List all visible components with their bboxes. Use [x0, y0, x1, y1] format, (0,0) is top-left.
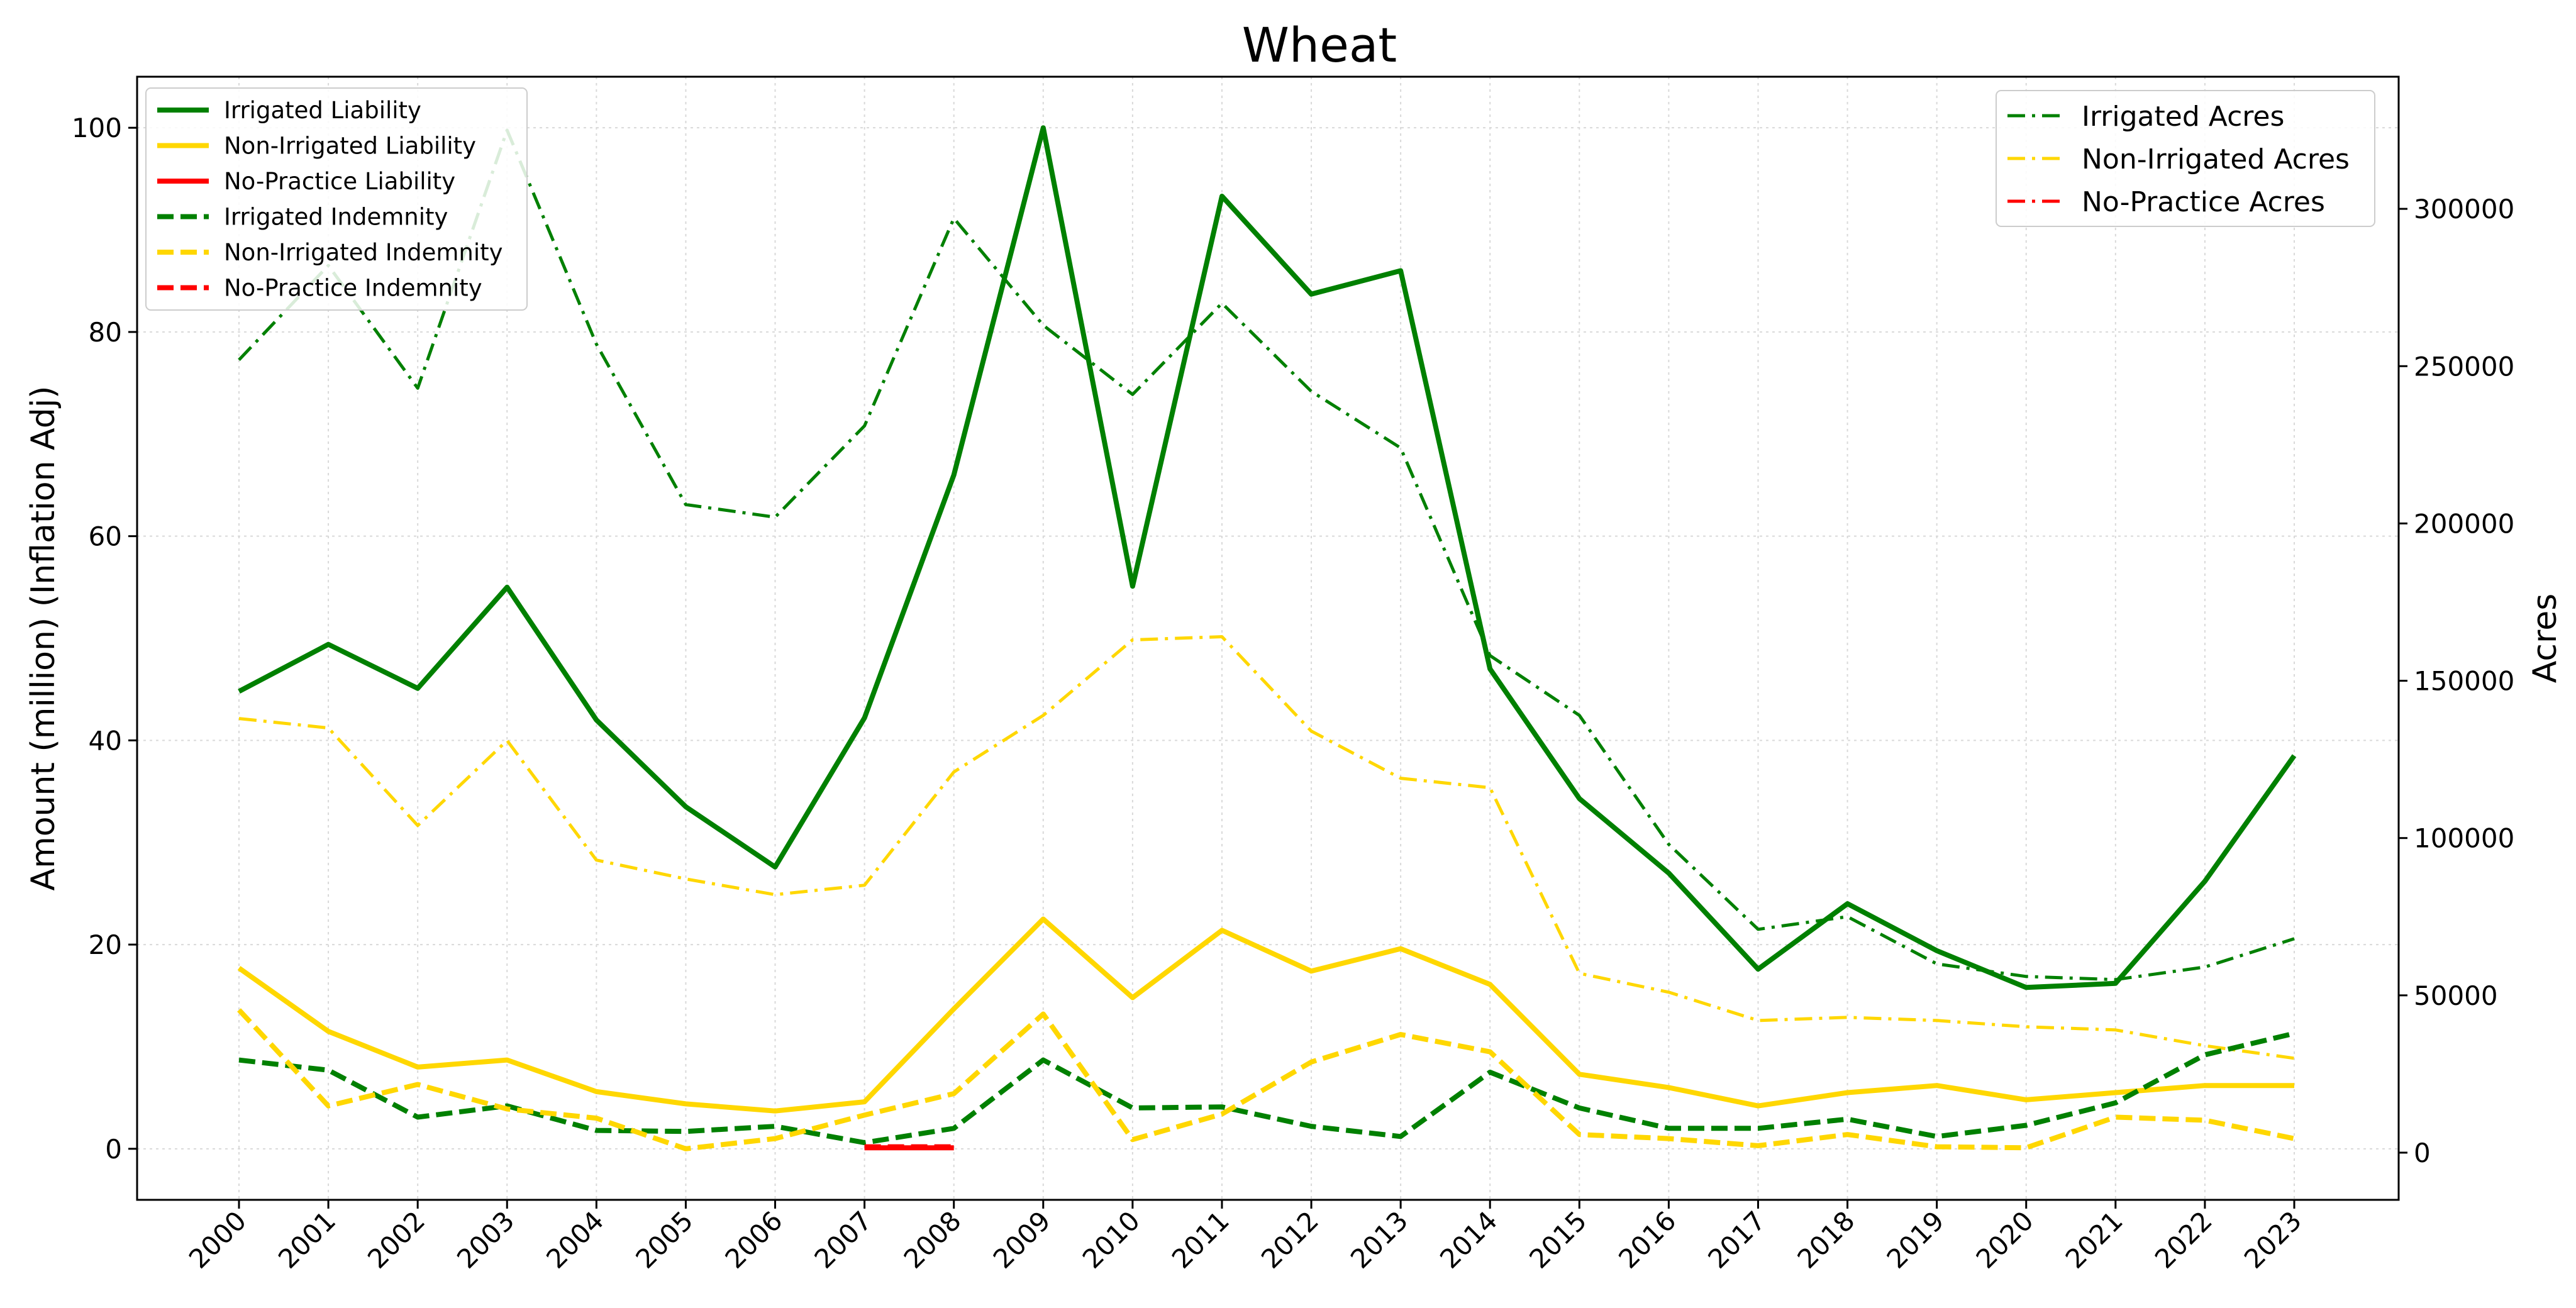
x-tick-label: 2020	[1970, 1205, 2040, 1274]
x-tick-label: 2003	[451, 1205, 520, 1274]
left-tick-label: 100	[72, 113, 122, 143]
legend-label-irrigated-acres: Irrigated Acres	[2082, 101, 2284, 133]
left-tick-label: 60	[89, 521, 122, 552]
legend-label-no-practice-acres: No-Practice Acres	[2082, 186, 2325, 218]
legend-acres: Irrigated Acres Non-Irrigated Acres No-Pra…	[1996, 90, 2375, 227]
series-line-irrigated-indemnity	[238, 1031, 2295, 1146]
right-tick-label: 150000	[2414, 666, 2514, 697]
x-tick-label: 2018	[1791, 1205, 1860, 1274]
x-tick-label: 2000	[183, 1205, 252, 1274]
legend-label-irrigated-liability: Irrigated Liability	[224, 97, 421, 124]
x-tick-label: 2009	[987, 1205, 1057, 1274]
x-tick-label: 2004	[540, 1205, 609, 1274]
legend-box	[1996, 90, 2375, 227]
x-tick-label: 2002	[362, 1205, 431, 1274]
series-line-non-irrigated-acres	[238, 635, 2295, 1060]
legend-box	[145, 87, 528, 311]
x-tick-label: 2023	[2238, 1205, 2307, 1274]
legend-label-non-irrigated-indemnity: Non-Irrigated Indemnity	[224, 239, 503, 266]
legend-label-no-practice-liability: No-Practice Liability	[224, 168, 455, 195]
legend-label-non-irrigated-liability: Non-Irrigated Liability	[224, 133, 476, 160]
series-lines	[237, 125, 2297, 1151]
x-tick-label: 2022	[2149, 1205, 2218, 1274]
left-tick-label: 80	[89, 317, 122, 348]
right-tick-label: 200000	[2414, 508, 2514, 539]
x-tick-label: 2013	[1345, 1205, 1414, 1274]
x-tick-label: 2015	[1523, 1205, 1592, 1274]
right-tick-label: 50000	[2414, 980, 2498, 1011]
left-axis-ticks: 0 20 40 60 80 100	[72, 113, 137, 1165]
x-tick-label: 2008	[898, 1205, 967, 1274]
x-axis-ticks: 2000 2001 2002 2003 2004 2005 2006 2007 2008 2009…	[183, 1200, 2307, 1275]
series-line-non-irrigated-liability	[237, 916, 2294, 1114]
legend-label-irrigated-indemnity: Irrigated Indemnity	[224, 204, 448, 231]
left-tick-label: 20	[89, 929, 122, 960]
x-tick-label: 2006	[719, 1205, 788, 1274]
plot-frame	[136, 75, 2400, 1201]
right-tick-label: 300000	[2414, 194, 2514, 224]
right-tick-label: 0	[2414, 1138, 2431, 1168]
series-line-irrigated-liability	[238, 125, 2297, 990]
right-tick-label: 100000	[2414, 823, 2514, 854]
left-axis-label: Amount (million) (Inflation Adj)	[25, 386, 62, 891]
legend-label-non-irrigated-acres: Non-Irrigated Acres	[2082, 143, 2350, 175]
x-tick-label: 2011	[1166, 1205, 1235, 1274]
legend-liability-indemnity: Irrigated Liability Non-Irrigated Liabili…	[145, 87, 528, 311]
x-tick-label: 2019	[1880, 1205, 1950, 1274]
x-tick-label: 2001	[272, 1205, 341, 1274]
right-axis-ticks: 0 50000 100000 150000 200000 250000 300000	[2399, 194, 2514, 1168]
x-tick-label: 2021	[2060, 1205, 2129, 1274]
series-line-non-irrigated-indemnity	[237, 1008, 2295, 1151]
x-tick-label: 2017	[1702, 1205, 1771, 1274]
x-tick-label: 2012	[1255, 1205, 1324, 1274]
right-axis-label: Acres	[2526, 594, 2564, 684]
grid-lines	[137, 77, 2399, 1200]
x-tick-label: 2007	[808, 1205, 877, 1274]
x-tick-label: 2016	[1613, 1205, 1682, 1274]
left-tick-label: 40	[89, 725, 122, 756]
series-line-irrigated-acres	[238, 128, 2295, 982]
x-tick-label: 2014	[1434, 1205, 1503, 1274]
legend-label-no-practice-indemnity: No-Practice Indemnity	[224, 275, 482, 302]
right-tick-label: 250000	[2414, 351, 2514, 382]
left-tick-label: 0	[105, 1134, 122, 1165]
x-tick-label: 2005	[630, 1205, 699, 1274]
chart-title: Wheat	[1242, 17, 1397, 73]
x-tick-label: 2010	[1077, 1205, 1146, 1274]
